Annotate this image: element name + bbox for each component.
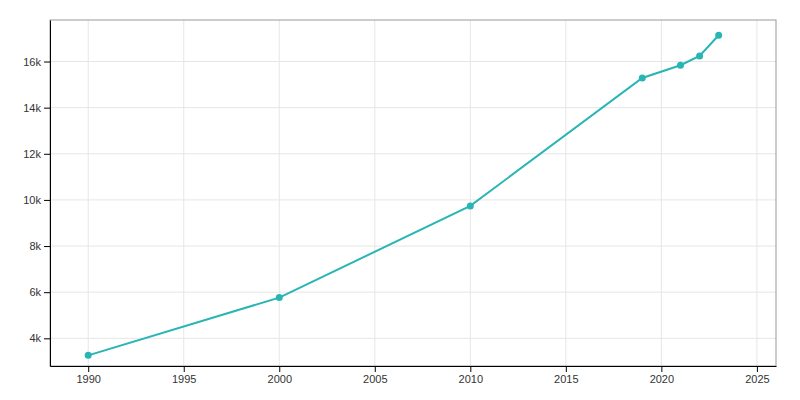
- grid: [50, 20, 776, 366]
- point: [467, 202, 474, 209]
- y-tick-mark: [44, 338, 50, 339]
- y-tick: 8k: [29, 240, 50, 252]
- x-tick-mark: [184, 366, 185, 372]
- x-axis-line: [51, 366, 777, 367]
- x-tick-label: 2020: [650, 373, 674, 385]
- x-tick-mark: [757, 366, 758, 372]
- y-tick-label: 8k: [29, 240, 41, 252]
- y-tick-label: 14k: [23, 102, 41, 114]
- y-tick-mark: [44, 292, 50, 293]
- x-grid-line: [470, 20, 471, 366]
- x-tick: 2015: [554, 366, 578, 385]
- point: [639, 74, 646, 81]
- line: [88, 35, 718, 355]
- y-tick-mark: [44, 200, 50, 201]
- x-grid-line: [183, 20, 184, 366]
- x-tick: 1995: [172, 366, 196, 385]
- x-tick-mark: [566, 366, 567, 372]
- x-tick: 2010: [459, 366, 483, 385]
- y-grid-line: [50, 61, 776, 62]
- y-tick: 14k: [23, 102, 50, 114]
- x-tick: 2005: [363, 366, 387, 385]
- y-tick-label: 10k: [23, 194, 41, 206]
- x-tick: 2000: [268, 366, 292, 385]
- x-tick-label: 2005: [363, 373, 387, 385]
- y-tick-mark: [44, 154, 50, 155]
- point: [696, 52, 703, 59]
- x-tick-mark: [279, 366, 280, 372]
- y-tick-label: 16k: [23, 56, 41, 68]
- y-tick: 4k: [29, 332, 50, 344]
- y-axis: 4k 6k 8k 10k 12k 14k 16k: [23, 21, 50, 367]
- y-grid-line: [50, 153, 776, 154]
- y-tick: 6k: [29, 286, 50, 298]
- y-grid-line: [50, 246, 776, 247]
- x-grid-line: [565, 20, 566, 366]
- x-grid-line: [88, 20, 89, 366]
- x-tick: 2025: [745, 366, 769, 385]
- y-grid-line: [50, 199, 776, 200]
- x-axis: 1990 1995 2000 2005 2010 2015 2020 2025: [51, 366, 777, 385]
- x-tick-label: 2025: [745, 373, 769, 385]
- y-grid-line: [50, 338, 776, 339]
- y-axis-line: [50, 21, 51, 367]
- x-tick-mark: [375, 366, 376, 372]
- x-grid-line: [374, 20, 375, 366]
- point: [85, 352, 92, 359]
- x-grid-line: [279, 20, 280, 366]
- y-grid-line: [50, 292, 776, 293]
- x-tick-label: 2015: [554, 373, 578, 385]
- x-tick-label: 2010: [459, 373, 483, 385]
- plot-frame: [50, 20, 776, 366]
- x-tick: 1990: [76, 366, 100, 385]
- y-tick-mark: [44, 108, 50, 109]
- x-tick-mark: [88, 366, 89, 372]
- point: [677, 62, 684, 69]
- y-tick-label: 12k: [23, 148, 41, 160]
- point: [276, 294, 283, 301]
- x-tick-mark: [470, 366, 471, 372]
- y-tick-label: 4k: [29, 332, 41, 344]
- chart-svg: 1990 1995 2000 2005 2010 2015 2020 2025 4k 6k 8k 10…: [0, 0, 800, 400]
- x-grid-line: [756, 20, 757, 366]
- y-tick: 12k: [23, 148, 50, 160]
- chart-container: 1990 1995 2000 2005 2010 2015 2020 2025 4k 6k 8k 10…: [0, 0, 800, 400]
- x-tick: 2020: [650, 366, 674, 385]
- y-tick-mark: [44, 246, 50, 247]
- y-tick-mark: [44, 62, 50, 63]
- x-tick-label: 1995: [172, 373, 196, 385]
- marks: [85, 32, 722, 359]
- point: [715, 32, 722, 39]
- x-tick-label: 2000: [268, 373, 292, 385]
- x-tick-mark: [661, 366, 662, 372]
- y-tick: 10k: [23, 194, 50, 206]
- y-grid-line: [50, 107, 776, 108]
- x-tick-label: 1990: [76, 373, 100, 385]
- plot-area: 1990 1995 2000 2005 2010 2015 2020 2025 4k 6k 8k 10…: [23, 20, 776, 385]
- y-tick: 16k: [23, 56, 50, 68]
- y-tick-label: 6k: [29, 286, 41, 298]
